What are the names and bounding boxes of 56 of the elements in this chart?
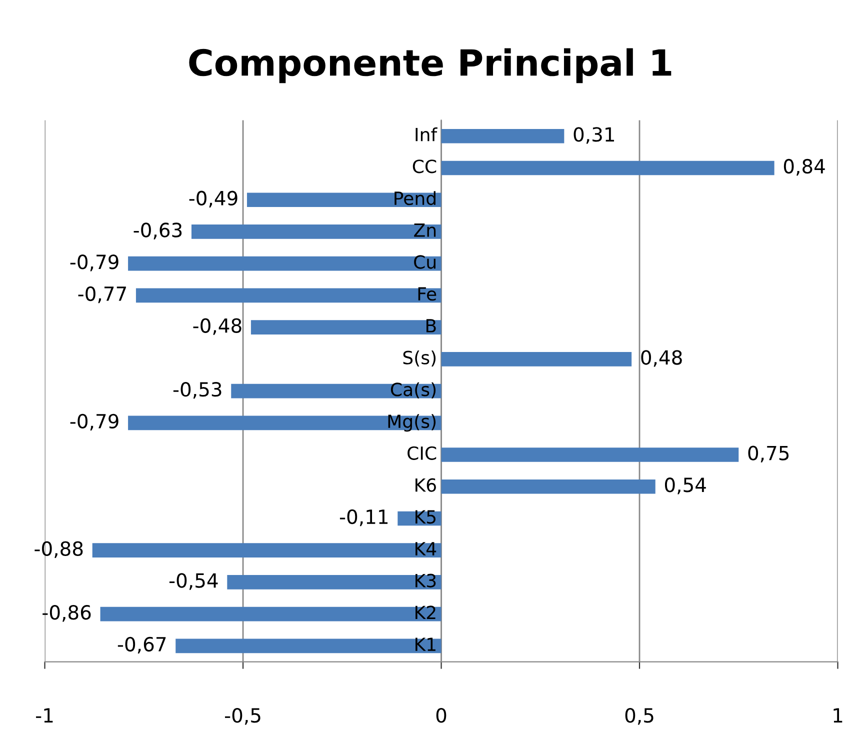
data-label: 0,75 bbox=[748, 446, 789, 462]
data-label: 0,54 bbox=[664, 478, 706, 494]
bar bbox=[441, 352, 632, 366]
data-label: -0,53 bbox=[173, 382, 222, 399]
y-tick-label: K1 bbox=[416, 638, 436, 651]
bar bbox=[441, 128, 564, 144]
y-tick-label: Fe bbox=[418, 287, 436, 301]
bar bbox=[441, 160, 774, 176]
y-tick-label: B bbox=[426, 319, 436, 332]
bar bbox=[231, 384, 442, 398]
data-label: -0,88 bbox=[34, 541, 83, 558]
y-tick-label: K2 bbox=[416, 606, 436, 620]
data-label: -0,54 bbox=[169, 573, 218, 590]
data-label: 0,84 bbox=[784, 158, 825, 176]
x-tick-label: 0,5 bbox=[625, 708, 654, 725]
data-label: -0,79 bbox=[70, 254, 118, 272]
data-label: 0,48 bbox=[641, 350, 682, 367]
y-tick-label: K4 bbox=[416, 542, 436, 556]
y-tick-label: Mg(s) bbox=[388, 414, 436, 432]
bar bbox=[441, 448, 739, 462]
bar bbox=[136, 288, 442, 303]
bar bbox=[128, 416, 442, 430]
data-label: -0,86 bbox=[42, 605, 91, 622]
bar bbox=[246, 192, 442, 208]
data-label: -0,49 bbox=[189, 190, 238, 208]
data-label: -0,63 bbox=[134, 222, 182, 240]
data-label: -0,79 bbox=[70, 414, 118, 431]
bar bbox=[92, 543, 442, 558]
bar bbox=[250, 320, 442, 334]
y-tick-label: Inf bbox=[416, 127, 438, 142]
y-tick-label: Zn bbox=[414, 224, 436, 237]
y-tick-label: K6 bbox=[416, 478, 436, 492]
bar bbox=[227, 575, 442, 590]
x-tick-label: 1 bbox=[834, 708, 842, 722]
x-tick-label: -1 bbox=[36, 708, 53, 722]
data-label: 0,31 bbox=[574, 127, 614, 144]
x-tick-label: 0 bbox=[436, 708, 446, 723]
y-tick-label: Cu bbox=[414, 255, 436, 269]
y-tick-label: Ca(s) bbox=[390, 382, 436, 398]
x-tick-label: -0,5 bbox=[225, 708, 260, 725]
y-tick-label: CIC bbox=[408, 446, 436, 460]
bar bbox=[100, 606, 442, 622]
data-label: -0,67 bbox=[118, 636, 166, 654]
data-label: -0,11 bbox=[340, 509, 388, 526]
data-label: -0,77 bbox=[78, 286, 126, 304]
chart-title: Componente Principal 1 bbox=[189, 48, 672, 84]
bar bbox=[191, 224, 442, 239]
y-tick-label: CC bbox=[412, 160, 436, 174]
bar bbox=[441, 479, 656, 494]
y-tick-label: K5 bbox=[416, 510, 436, 524]
y-tick-label: K3 bbox=[416, 574, 436, 588]
y-tick-label: S(s) bbox=[403, 350, 436, 367]
bar bbox=[128, 256, 442, 271]
data-label: -0,48 bbox=[193, 318, 242, 335]
bar bbox=[176, 638, 442, 654]
y-tick-label: Pend bbox=[394, 191, 436, 206]
